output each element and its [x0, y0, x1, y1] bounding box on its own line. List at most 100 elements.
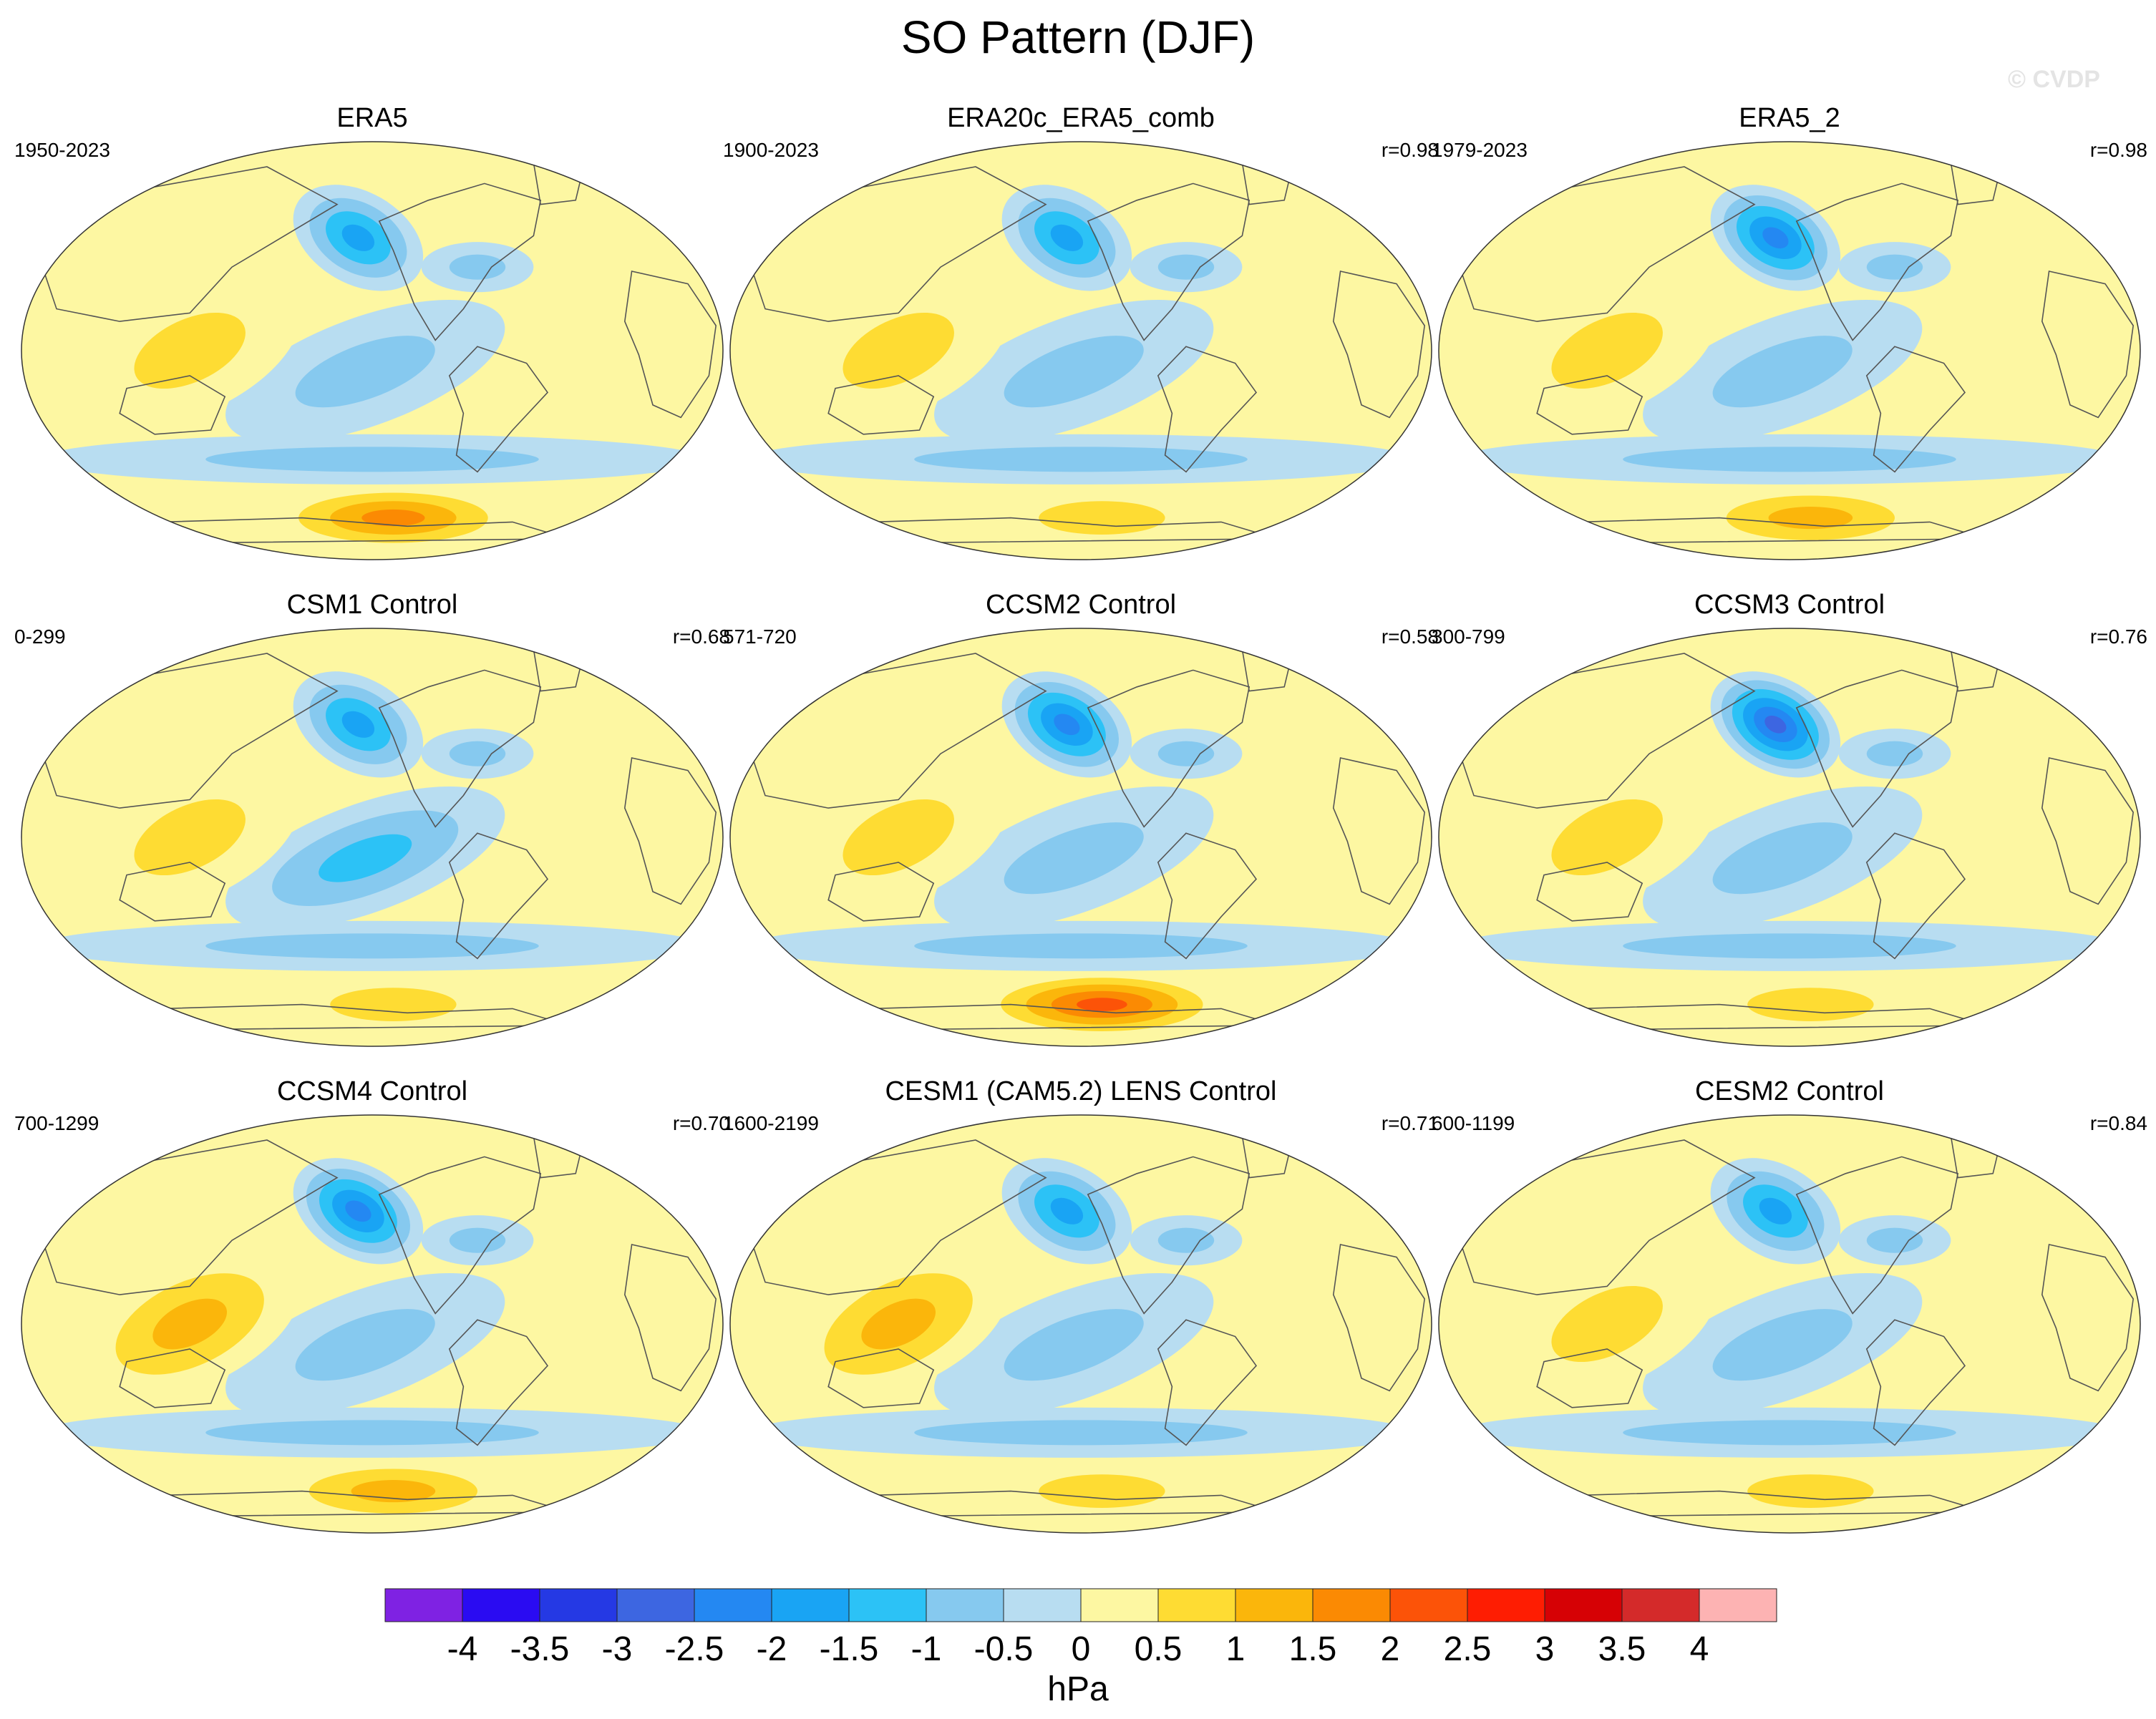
colorbar-tick-label: 0.5	[1135, 1630, 1183, 1668]
map-svg	[1438, 1114, 2141, 1534]
map-svg	[729, 1114, 1432, 1534]
colorbar-unit-label: hPa	[1047, 1670, 1109, 1708]
maritime-continent-contour	[861, 1298, 936, 1350]
antarctic-contour	[1747, 988, 1874, 1021]
panel-title: CESM1 (CAM5.2) LENS Control	[885, 1076, 1277, 1106]
atlantic-contour	[1930, 743, 2084, 911]
colorbar-swatch	[1080, 1588, 1159, 1622]
tropical-pacific-contour	[1712, 1309, 1852, 1381]
atlantic-contour	[513, 1229, 667, 1398]
colorbar-tick-label: -1	[911, 1630, 942, 1668]
colorbar-tick-label: 3	[1535, 1630, 1555, 1668]
panel-correlation: r=0.98	[2089, 139, 2147, 161]
antarctic-contour	[330, 988, 457, 1021]
antarctic-contour	[1077, 998, 1127, 1011]
map-border	[1438, 628, 2141, 1047]
panel-title: ERA5	[336, 103, 408, 133]
colorbar-tick-label: -2	[757, 1630, 787, 1668]
southern-ocean-contour	[205, 933, 539, 959]
colorbar-swatch	[848, 1588, 927, 1622]
map-svg	[21, 141, 724, 560]
map-svg	[21, 628, 724, 1047]
colorbar-swatch	[1157, 1588, 1236, 1622]
colorbar-swatch	[1699, 1588, 1777, 1622]
atlantic-contour	[513, 743, 667, 911]
atlantic-contour	[1930, 1229, 2084, 1398]
colorbar-tick-label: 4	[1690, 1630, 1709, 1668]
atlantic-contour	[1221, 256, 1376, 424]
colorbar-swatch	[1467, 1588, 1545, 1622]
coastline-north-america	[378, 669, 542, 828]
coastline-south-america	[1865, 346, 1966, 473]
panel-correlation: r=0.98	[1381, 139, 1439, 161]
panel-period: 1979-2023	[1432, 139, 1528, 161]
colorbar-tick-label: 2	[1381, 1630, 1400, 1668]
maritime-continent-contour	[1551, 799, 1663, 876]
coastline-north-america	[1795, 182, 1959, 341]
north-pacific-contour	[1050, 1197, 1084, 1224]
colorbar-swatch	[1312, 1588, 1391, 1622]
panel-title: CCSM3 Control	[1694, 590, 1885, 620]
panel-title: CSM1 Control	[286, 590, 458, 620]
coastline-south-america	[1865, 832, 1966, 960]
colorbar-swatch	[1003, 1588, 1082, 1622]
north-atlantic-contour	[1866, 1227, 1923, 1253]
map-border	[729, 1114, 1432, 1534]
tropical-pacific-contour	[1004, 1309, 1144, 1381]
panel-correlation: r=0.58	[1381, 625, 1439, 648]
map-panel-era5: ERA5 1950-2023	[14, 100, 730, 565]
panel-period: 1600-2199	[723, 1112, 819, 1134]
colorbar-swatch	[1235, 1588, 1313, 1622]
panel-period: 700-1299	[14, 1112, 99, 1134]
tropical-pacific-contour	[1712, 336, 1852, 408]
coastline-africa	[2041, 1244, 2135, 1392]
tropical-pacific-contour	[295, 336, 435, 408]
antarctic-contour	[361, 509, 425, 527]
coastline-south-america	[1865, 1319, 1966, 1446]
southern-ocean-contour	[205, 447, 539, 472]
colorbar-swatch	[1389, 1588, 1468, 1622]
colorbar-swatch	[539, 1588, 618, 1622]
maritime-continent-contour	[843, 312, 954, 389]
north-atlantic-contour	[1866, 741, 1923, 766]
map-panel-era5-2: ERA5_2 1979-2023 r=0.98	[1432, 100, 2147, 565]
coastline-asia	[1452, 653, 1756, 809]
copyright-watermark: © CVDP	[2008, 66, 2100, 93]
map-panel-ccsm2-control: CCSM2 Control 571-720 r=0.58	[723, 587, 1439, 1052]
southern-ocean-contour	[914, 1420, 1248, 1446]
map-border	[21, 1114, 724, 1534]
coastline-australia	[1536, 375, 1643, 435]
coastline-africa	[1332, 271, 1426, 419]
maritime-continent-contour	[843, 799, 954, 876]
panel-period: 0-299	[14, 625, 66, 648]
colorbar-swatch	[616, 1588, 695, 1622]
north-pacific-contour	[1054, 714, 1080, 736]
antarctic-contour	[1039, 501, 1165, 535]
antarctic-contour	[1039, 1474, 1165, 1508]
coastline-north-america	[1795, 1156, 1959, 1315]
colorbar-tick-label: 1.5	[1289, 1630, 1337, 1668]
north-atlantic-contour	[449, 254, 506, 280]
coastline-north-america	[378, 182, 542, 341]
colorbar-tick-label: -3	[602, 1630, 633, 1668]
map-svg	[21, 1114, 724, 1534]
coastline-asia	[743, 1139, 1047, 1295]
north-pacific-contour	[1762, 227, 1789, 249]
panel-period: 300-799	[1432, 625, 1505, 648]
panel-title: CCSM4 Control	[276, 1076, 468, 1106]
coastline-south-america	[1157, 346, 1258, 473]
coastline-asia	[743, 653, 1047, 809]
colorbar-tick-label: -2.5	[665, 1630, 724, 1668]
north-atlantic-contour	[449, 1227, 506, 1253]
colorbar-swatch	[1621, 1588, 1700, 1622]
coastline-africa	[623, 271, 717, 419]
atlantic-contour	[1221, 743, 1376, 911]
north-pacific-contour	[345, 1200, 372, 1222]
north-atlantic-contour	[1866, 254, 1923, 280]
southern-ocean-contour	[1623, 447, 1956, 472]
map-panel-cesm1-lens-control: CESM1 (CAM5.2) LENS Control 1600-2199 r=…	[723, 1073, 1439, 1539]
coastline-africa	[2041, 757, 2135, 905]
coastline-south-america	[448, 1319, 549, 1446]
maritime-continent-contour	[152, 1298, 228, 1350]
maritime-continent-contour	[1551, 1285, 1663, 1363]
